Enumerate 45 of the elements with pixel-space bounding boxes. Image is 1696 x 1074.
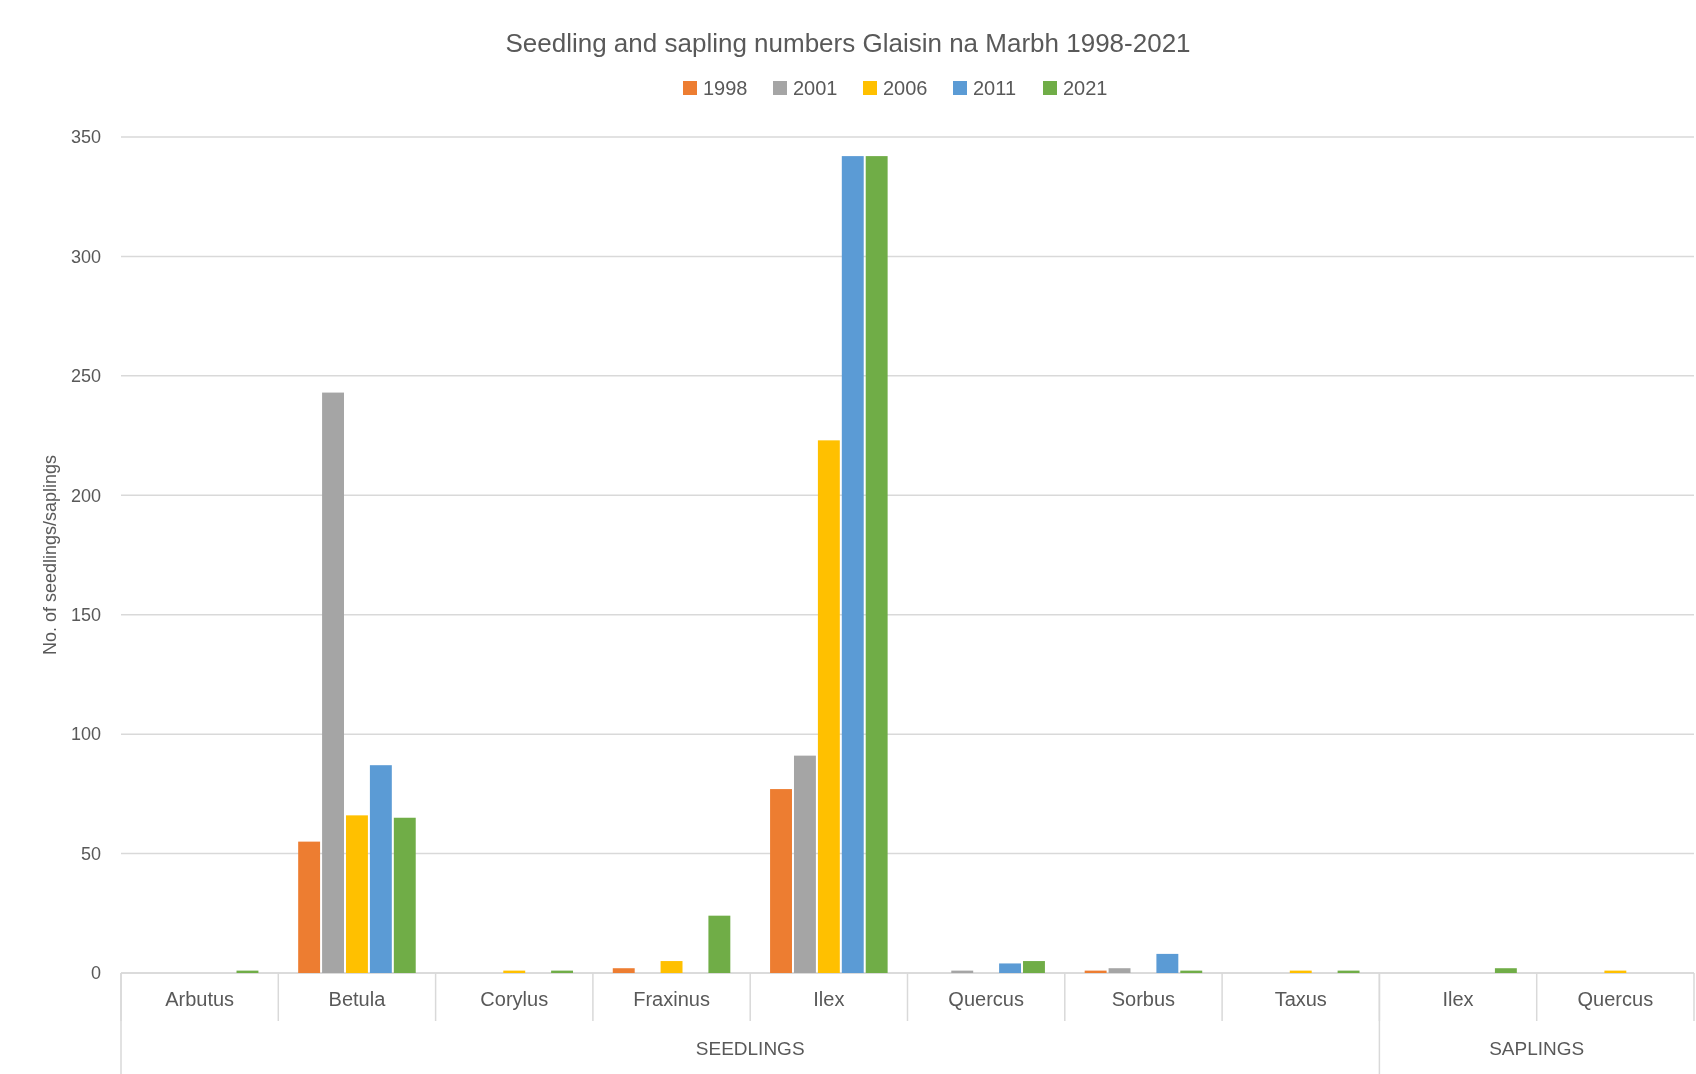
x-tick-label: Ilex (813, 988, 845, 1010)
y-tick-label: 300 (70, 246, 101, 267)
bar (817, 440, 840, 973)
bar (322, 392, 344, 973)
bar (999, 963, 1022, 973)
chart-title: Seedling and sapling numbers Glaisin na Marbh 1998-2021 (505, 28, 1191, 58)
y-axis-title: No. of seedlings/saplings (40, 454, 60, 656)
y-tick-label: 250 (70, 366, 101, 387)
bar (708, 915, 731, 973)
y-tick-label: 350 (70, 127, 101, 148)
legend-label: 2021 (1063, 77, 1108, 99)
bar (1494, 968, 1517, 973)
x-tick-label: Quercus (948, 988, 1024, 1010)
y-tick-label: 150 (70, 605, 101, 626)
bar (841, 156, 864, 973)
legend-label: 2006 (883, 77, 928, 99)
bar (1156, 953, 1179, 973)
bar (660, 961, 683, 973)
bar (865, 156, 888, 973)
bar (612, 968, 635, 973)
legend-label: 2011 (973, 77, 1017, 99)
bar (793, 755, 816, 973)
legend-label: 2001 (793, 77, 838, 99)
legend-label: 1998 (703, 77, 748, 99)
y-tick-label: 0 (90, 963, 101, 984)
bar (298, 841, 321, 973)
text: SAPLINGS (1489, 1038, 1585, 1059)
text: SEEDLINGS (695, 1038, 805, 1059)
y-tick-label: 50 (80, 843, 101, 864)
bar (770, 789, 792, 973)
bar (369, 765, 392, 973)
x-tick-label: Arbutus (165, 988, 235, 1010)
x-tick-label: Corylus (480, 988, 549, 1010)
y-tick-label: 100 (70, 724, 101, 745)
x-tick-label: Taxus (1274, 988, 1327, 1010)
x-tick-label: Ilex (1442, 988, 1474, 1010)
x-tick-label: Sorbus (1111, 988, 1176, 1010)
bar (346, 815, 368, 973)
x-tick-label: Betula (328, 988, 387, 1010)
bar (1108, 968, 1131, 973)
x-tick-label: Fraxinus (633, 988, 710, 1010)
bar (1023, 961, 1045, 973)
x-tick-label: Quercus (1577, 988, 1654, 1010)
y-tick-label: 200 (70, 485, 101, 506)
bar (393, 817, 416, 973)
